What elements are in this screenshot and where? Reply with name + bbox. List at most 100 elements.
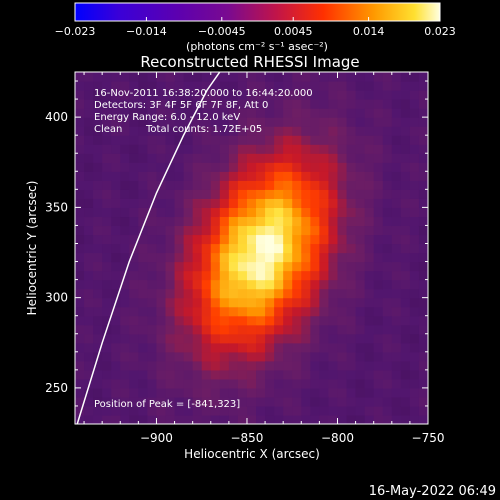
- heatmap-cell: [174, 261, 185, 272]
- heatmap-cell: [391, 333, 402, 344]
- heatmap-cell: [165, 189, 176, 199]
- heatmap-cell: [84, 126, 94, 136]
- heatmap-cell: [84, 261, 94, 272]
- heatmap-cell: [292, 126, 302, 136]
- heatmap-cell: [237, 153, 248, 163]
- heatmap-cell: [111, 333, 121, 344]
- heatmap-cell: [337, 279, 348, 290]
- heatmap-cell: [256, 351, 266, 362]
- heatmap-cell: [201, 252, 212, 263]
- heatmap-cell: [265, 333, 275, 344]
- heatmap-cell: [355, 270, 366, 281]
- heatmap-cell: [292, 360, 302, 371]
- heatmap-cell: [301, 189, 311, 199]
- heatmap-cell: [111, 180, 121, 190]
- heatmap-cell: [346, 396, 357, 407]
- heatmap-cell: [292, 243, 302, 254]
- heatmap-cell: [328, 405, 339, 416]
- heatmap-cell: [183, 189, 194, 199]
- heatmap-cell: [237, 126, 248, 136]
- heatmap-cell: [129, 405, 139, 416]
- heatmap-cell: [256, 414, 266, 424]
- heatmap-cell: [373, 279, 384, 290]
- heatmap-cell: [111, 405, 121, 416]
- heatmap-cell: [292, 153, 302, 163]
- colorbar: [74, 2, 441, 22]
- heatmap-cell: [228, 315, 239, 326]
- heatmap-cell: [174, 315, 185, 326]
- heatmap-cell: [237, 360, 248, 371]
- heatmap-cell: [129, 297, 139, 308]
- heatmap-cell: [201, 189, 212, 199]
- heatmap-cell: [210, 378, 221, 389]
- heatmap-cell: [75, 225, 85, 236]
- heatmap-cell: [75, 234, 85, 245]
- heatmap-cell: [120, 117, 130, 127]
- heatmap-cell: [373, 297, 384, 308]
- heatmap-cell: [201, 99, 212, 109]
- heatmap-cell: [328, 171, 339, 181]
- heatmap-cell: [319, 234, 330, 245]
- heatmap-cell: [192, 396, 203, 407]
- heatmap-cell: [183, 171, 194, 181]
- heatmap-cell: [192, 333, 203, 344]
- heatmap-cell: [210, 189, 221, 199]
- heatmap-cell: [409, 369, 420, 380]
- heatmap-cell: [265, 99, 275, 109]
- heatmap-cell: [210, 117, 221, 127]
- heatmap-cell: [138, 135, 149, 145]
- heatmap-cell: [373, 234, 384, 245]
- heatmap-cell: [183, 234, 194, 245]
- heatmap-cell: [391, 288, 402, 299]
- heatmap-cell: [328, 306, 339, 317]
- heatmap-cell: [301, 261, 311, 272]
- heatmap-cell: [382, 117, 393, 127]
- heatmap-cell: [210, 108, 221, 118]
- heatmap-cell: [93, 387, 103, 398]
- heatmap-cell: [301, 171, 311, 181]
- heatmap-cell: [382, 342, 393, 353]
- heatmap-cell: [382, 198, 393, 208]
- heatmap-cell: [219, 234, 230, 245]
- heatmap-cell: [156, 261, 167, 272]
- heatmap-cell: [228, 198, 239, 208]
- heatmap-cell: [120, 153, 130, 163]
- heatmap-cell: [138, 243, 149, 254]
- heatmap-cell: [75, 135, 85, 145]
- heatmap-cell: [156, 198, 167, 208]
- heatmap-cell: [328, 90, 339, 100]
- heatmap-cell: [319, 108, 330, 118]
- heatmap-cell: [246, 207, 257, 218]
- heatmap-cell: [183, 243, 194, 254]
- heatmap-cell: [292, 117, 302, 127]
- heatmap-cell: [210, 99, 221, 109]
- heatmap-cell: [111, 189, 121, 199]
- heatmap-cell: [192, 144, 203, 154]
- heatmap-cell: [373, 252, 384, 263]
- heatmap-cell: [138, 378, 149, 389]
- heatmap-cell: [219, 108, 230, 118]
- heatmap-cell: [382, 108, 393, 118]
- heatmap-cell: [409, 198, 420, 208]
- heatmap-cell: [102, 99, 112, 109]
- heatmap-cell: [156, 252, 167, 263]
- heatmap-cell: [75, 108, 85, 118]
- heatmap-cell: [183, 81, 194, 91]
- heatmap-cell: [319, 261, 330, 272]
- heatmap-cell: [364, 396, 375, 407]
- heatmap-cell: [310, 324, 320, 335]
- heatmap-cell: [265, 351, 275, 362]
- heatmap-cell: [256, 333, 266, 344]
- heatmap-cell: [129, 306, 139, 317]
- heatmap-cell: [75, 81, 85, 91]
- heatmap-cell: [400, 261, 411, 272]
- heatmap-cell: [400, 153, 411, 163]
- heatmap-cell: [246, 342, 257, 353]
- heatmap-cell: [256, 144, 266, 154]
- heatmap-cell: [256, 153, 266, 163]
- footer-date: 16-May-2022 06:49: [369, 484, 496, 499]
- heatmap-cell: [283, 126, 293, 136]
- heatmap-cell: [274, 126, 284, 136]
- heatmap-cell: [301, 333, 311, 344]
- heatmap-cell: [256, 387, 266, 398]
